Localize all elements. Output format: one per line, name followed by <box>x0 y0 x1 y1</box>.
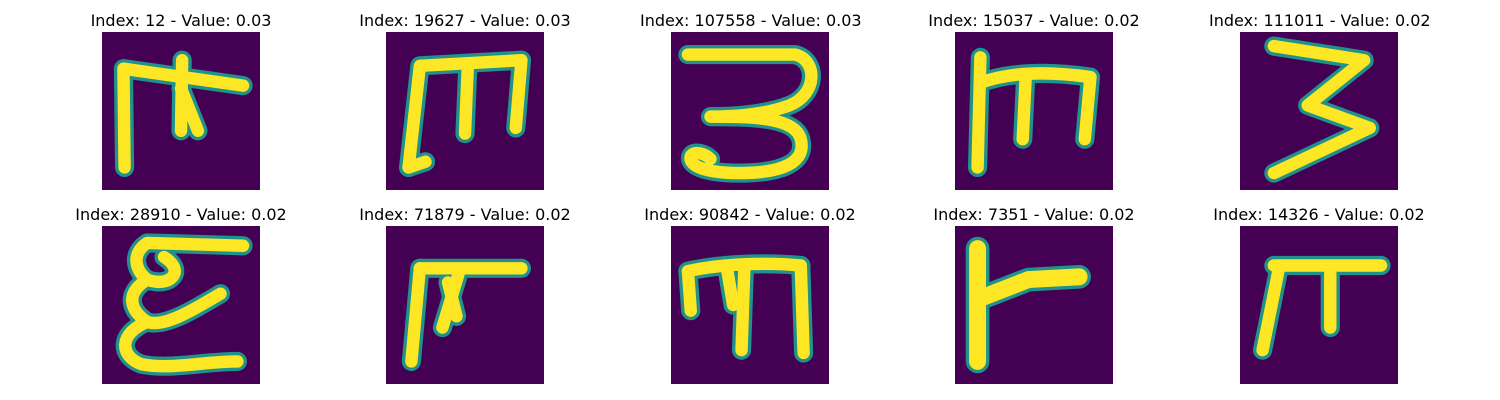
tile-title: Index: 15037 - Value: 0.02 <box>928 11 1140 30</box>
sample-image <box>955 32 1113 190</box>
sample-tile-4: Index: 15037 - Value: 0.02 <box>924 10 1144 190</box>
sample-image <box>386 226 544 384</box>
sample-tile-8: Index: 90842 - Value: 0.02 <box>640 204 860 384</box>
glyph-l-flag <box>955 226 1113 384</box>
tile-title: Index: 14326 - Value: 0.02 <box>1213 205 1425 224</box>
sample-image <box>102 32 260 190</box>
tile-title: Index: 111011 - Value: 0.02 <box>1209 11 1431 30</box>
glyph-m-cross-bar <box>102 32 260 190</box>
sample-image <box>955 226 1113 384</box>
sample-tile-5: Index: 111011 - Value: 0.02 <box>1209 10 1431 190</box>
glyph-pi-plain <box>1240 226 1398 384</box>
glyph-three-curly <box>671 32 829 190</box>
tile-title: Index: 71879 - Value: 0.02 <box>359 205 571 224</box>
glyph-three-angular <box>1240 32 1398 190</box>
sample-tile-9: Index: 7351 - Value: 0.02 <box>924 204 1144 384</box>
sample-image <box>1240 32 1398 190</box>
sample-tile-2: Index: 19627 - Value: 0.03 <box>355 10 575 190</box>
glyph-pi-slanted <box>386 226 544 384</box>
sample-image <box>1240 226 1398 384</box>
sample-tile-6: Index: 28910 - Value: 0.02 <box>71 204 291 384</box>
sample-tile-3: Index: 107558 - Value: 0.03 <box>640 10 862 190</box>
tile-title: Index: 19627 - Value: 0.03 <box>359 11 571 30</box>
glyph-m-thin <box>955 32 1113 190</box>
tile-title: Index: 107558 - Value: 0.03 <box>640 11 862 30</box>
glyph-m-block <box>386 32 544 190</box>
sample-image <box>102 226 260 384</box>
glyph-m-wide <box>671 226 829 384</box>
tile-title: Index: 7351 - Value: 0.02 <box>933 205 1135 224</box>
sample-image <box>386 32 544 190</box>
sample-image <box>671 32 829 190</box>
tile-title: Index: 28910 - Value: 0.02 <box>75 205 287 224</box>
tile-title: Index: 90842 - Value: 0.02 <box>644 205 856 224</box>
glyph-epsilon-loopy <box>102 226 260 384</box>
tile-title: Index: 12 - Value: 0.03 <box>90 11 272 30</box>
sample-tile-7: Index: 71879 - Value: 0.02 <box>355 204 575 384</box>
sample-image <box>671 226 829 384</box>
sample-tile-1: Index: 12 - Value: 0.03 <box>71 10 291 190</box>
sample-tile-10: Index: 14326 - Value: 0.02 <box>1209 204 1429 384</box>
